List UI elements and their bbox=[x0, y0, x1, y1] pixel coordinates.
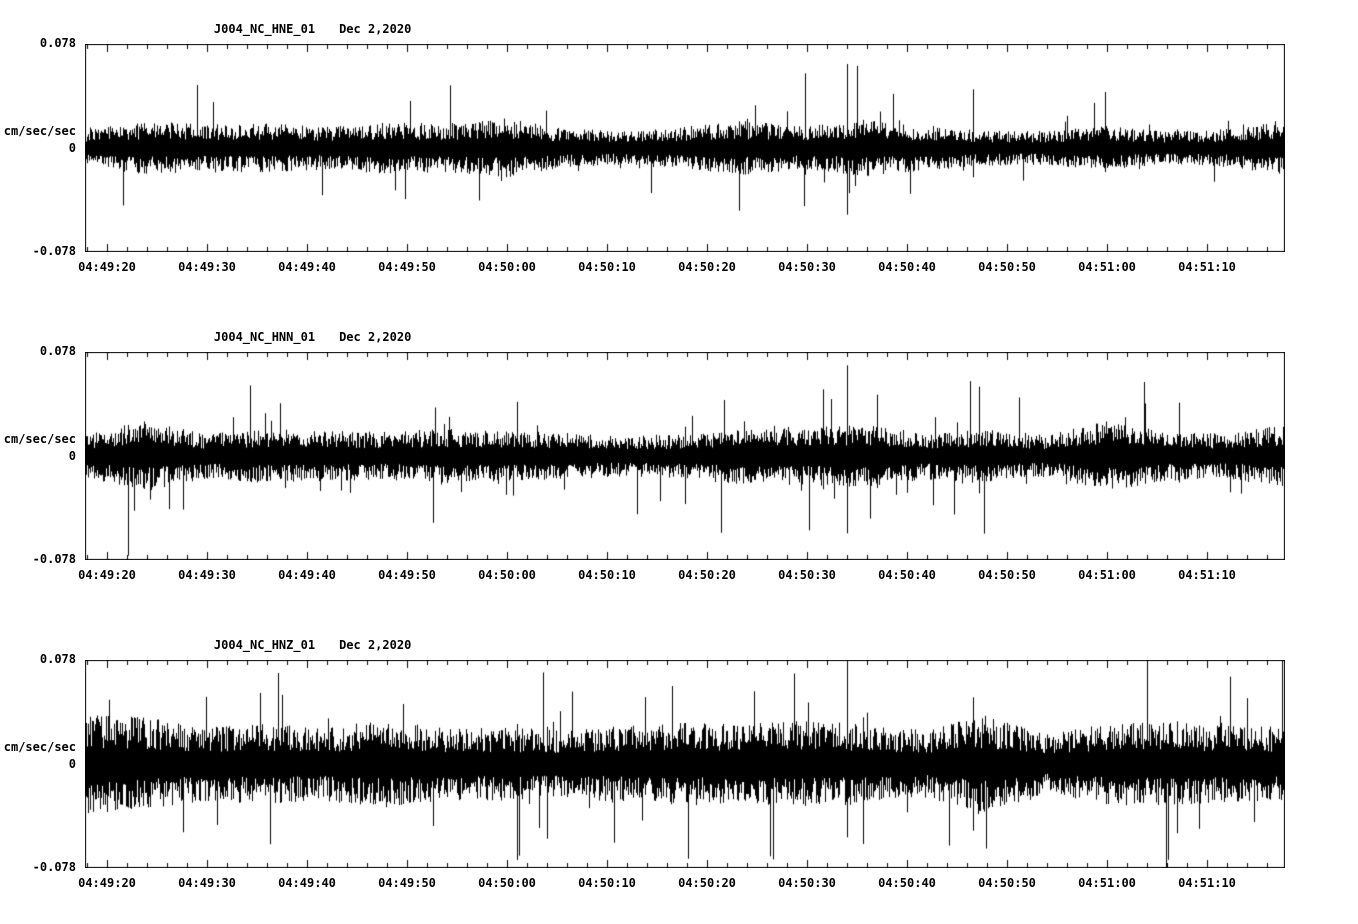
x-tick-label: 04:50:00 bbox=[478, 568, 536, 582]
x-tick-label: 04:50:40 bbox=[878, 568, 936, 582]
y-axis-zero-label: 0 bbox=[68, 141, 76, 155]
x-tick-label: 04:50:40 bbox=[878, 260, 936, 274]
y-axis-max-label: 0.078 bbox=[39, 36, 76, 50]
x-tick-label: 04:51:10 bbox=[1178, 876, 1236, 890]
x-tick-label: 04:49:50 bbox=[378, 876, 436, 890]
x-tick-label: 04:49:40 bbox=[278, 260, 336, 274]
station-channel-label: J004_NC_HNE_01 bbox=[213, 22, 316, 36]
y-axis-min-label: -0.078 bbox=[32, 552, 76, 566]
date-label: Dec 2,2020 bbox=[339, 638, 412, 652]
plot-area bbox=[85, 352, 1285, 560]
x-tick-label: 04:50:50 bbox=[978, 876, 1036, 890]
x-tick-label: 04:50:50 bbox=[978, 260, 1036, 274]
x-tick-label: 04:50:20 bbox=[678, 568, 736, 582]
x-tick-label: 04:49:40 bbox=[278, 568, 336, 582]
x-tick-label: 04:50:50 bbox=[978, 568, 1036, 582]
x-tick-label: 04:50:30 bbox=[778, 568, 836, 582]
x-axis-labels: 04:49:20 04:49:30 04:49:40 04:49:50 04:50:00… bbox=[78, 260, 1285, 276]
x-axis-labels: 04:49:20 04:49:30 04:49:40 04:49:50 04:50:00… bbox=[78, 568, 1285, 584]
x-tick-label: 04:50:40 bbox=[878, 876, 936, 890]
waveform-canvas bbox=[85, 44, 1285, 252]
y-axis-zero-label: 0 bbox=[68, 757, 76, 771]
y-axis-unit-label: cm/sec/sec bbox=[3, 124, 76, 138]
x-tick-label: 04:51:00 bbox=[1078, 260, 1136, 274]
x-tick-label: 04:49:50 bbox=[378, 568, 436, 582]
station-channel-label: J004_NC_HNZ_01 bbox=[213, 638, 316, 652]
plot-area bbox=[85, 44, 1285, 252]
x-tick-label: 04:50:10 bbox=[578, 568, 636, 582]
x-tick-label: 04:49:40 bbox=[278, 876, 336, 890]
seismogram-panel-hne: J004_NC_HNE_01 Dec 2,2020 0.078 cm/sec/se… bbox=[0, 0, 1358, 308]
y-axis-min-label: -0.078 bbox=[32, 860, 76, 874]
panel-title: J004_NC_HNN_01 Dec 2,2020 bbox=[185, 316, 411, 358]
x-tick-label: 04:51:00 bbox=[1078, 876, 1136, 890]
station-channel-label: J004_NC_HNN_01 bbox=[213, 330, 316, 344]
x-axis-labels: 04:49:20 04:49:30 04:49:40 04:49:50 04:50:00… bbox=[78, 876, 1285, 892]
seismogram-panel-hnz: J004_NC_HNZ_01 Dec 2,2020 0.078 cm/sec/se… bbox=[0, 616, 1358, 924]
date-label: Dec 2,2020 bbox=[339, 22, 412, 36]
seismogram-panel-hnn: J004_NC_HNN_01 Dec 2,2020 0.078 cm/sec/se… bbox=[0, 308, 1358, 616]
y-axis-max-label: 0.078 bbox=[39, 652, 76, 666]
panel-title: J004_NC_HNE_01 Dec 2,2020 bbox=[185, 8, 411, 50]
x-tick-label: 04:51:00 bbox=[1078, 568, 1136, 582]
y-axis-max-label: 0.078 bbox=[39, 344, 76, 358]
waveform-canvas bbox=[85, 352, 1285, 560]
y-axis-zero-label: 0 bbox=[68, 449, 76, 463]
x-tick-label: 04:50:30 bbox=[778, 876, 836, 890]
x-tick-label: 04:49:20 bbox=[78, 876, 136, 890]
y-axis-unit-label: cm/sec/sec bbox=[3, 740, 76, 754]
x-tick-label: 04:49:20 bbox=[78, 260, 136, 274]
y-axis-unit-label: cm/sec/sec bbox=[3, 432, 76, 446]
x-tick-label: 04:50:10 bbox=[578, 876, 636, 890]
x-tick-label: 04:51:10 bbox=[1178, 568, 1236, 582]
y-axis-min-label: -0.078 bbox=[32, 244, 76, 258]
x-tick-label: 04:51:10 bbox=[1178, 260, 1236, 274]
x-tick-label: 04:50:00 bbox=[478, 876, 536, 890]
x-tick-label: 04:50:30 bbox=[778, 260, 836, 274]
panel-title: J004_NC_HNZ_01 Dec 2,2020 bbox=[185, 624, 411, 666]
x-tick-label: 04:49:30 bbox=[178, 568, 236, 582]
x-tick-label: 04:49:30 bbox=[178, 876, 236, 890]
x-tick-label: 04:49:30 bbox=[178, 260, 236, 274]
date-label: Dec 2,2020 bbox=[339, 330, 412, 344]
x-tick-label: 04:50:00 bbox=[478, 260, 536, 274]
waveform-canvas bbox=[85, 660, 1285, 868]
x-tick-label: 04:49:50 bbox=[378, 260, 436, 274]
x-tick-label: 04:49:20 bbox=[78, 568, 136, 582]
plot-area bbox=[85, 660, 1285, 868]
x-tick-label: 04:50:20 bbox=[678, 876, 736, 890]
x-tick-label: 04:50:20 bbox=[678, 260, 736, 274]
x-tick-label: 04:50:10 bbox=[578, 260, 636, 274]
